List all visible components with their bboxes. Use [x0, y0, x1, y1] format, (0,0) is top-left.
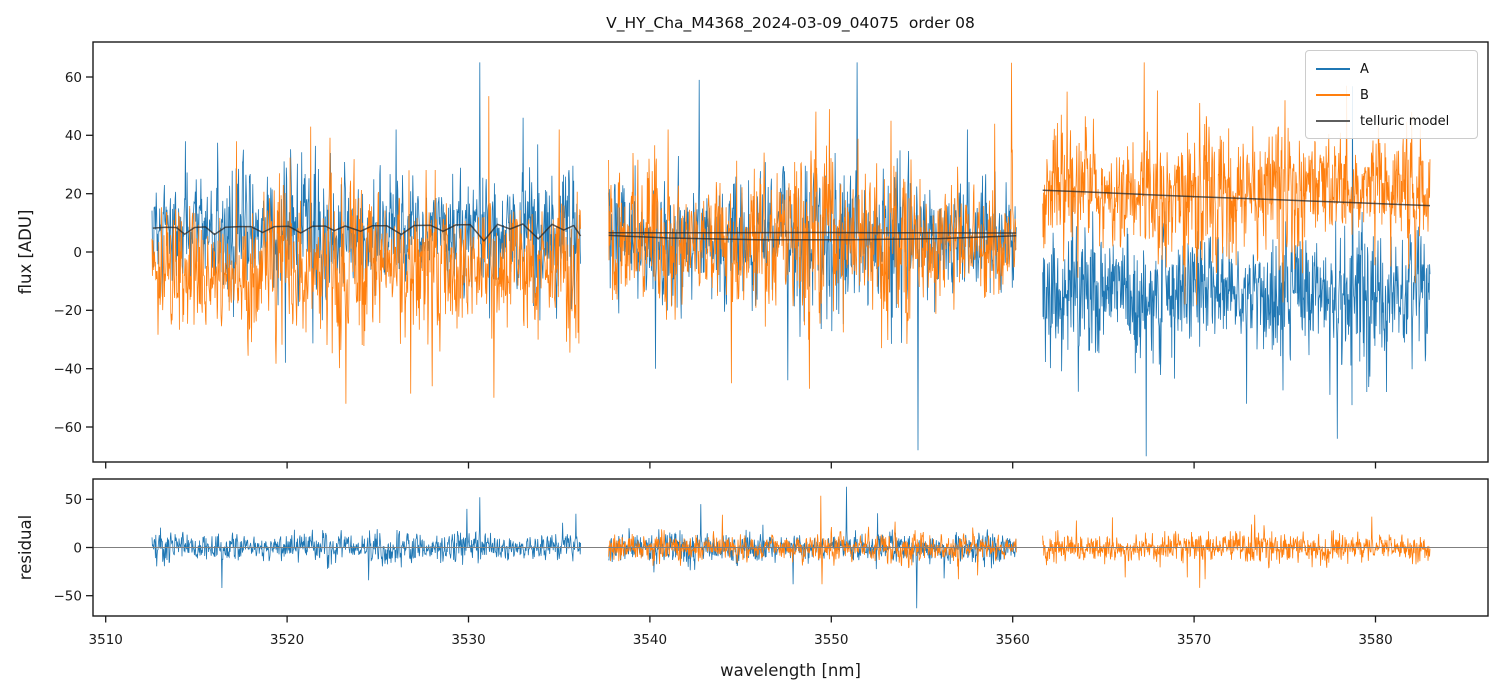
legend: A B telluric model — [1305, 50, 1478, 139]
residual-y-axis-label: residual — [16, 515, 35, 580]
flux-y-axis-label: flux [ADU] — [16, 210, 35, 295]
series-B-segment-3 — [1042, 62, 1431, 306]
y-tick-label: −20 — [54, 303, 83, 319]
legend-label-b: B — [1360, 87, 1369, 103]
legend-entry-b: B — [1316, 82, 1477, 108]
y-tick-label: 60 — [65, 70, 82, 86]
legend-line-a-icon — [1316, 68, 1350, 70]
legend-label-a: A — [1360, 61, 1369, 77]
y-tick-label: 40 — [65, 128, 82, 144]
series-B-segment-3 — [1042, 514, 1431, 588]
series-A-segment-2 — [608, 62, 1017, 451]
series-B-segment-2 — [608, 62, 1017, 389]
telluric-model-segment-3 — [1042, 189, 1431, 207]
y-tick-label: 50 — [65, 492, 82, 508]
x-tick-label: 3570 — [1177, 632, 1211, 648]
series-A-segment-3 — [1042, 86, 1431, 457]
flux-data-area — [151, 62, 1431, 457]
legend-line-telluric-icon — [1316, 120, 1350, 122]
x-tick-label: 3550 — [814, 632, 848, 648]
telluric-model-segment-1 — [152, 223, 582, 242]
legend-line-b-icon — [1316, 94, 1350, 96]
plot-title: V_HY_Cha_M4368_2024-03-09_04075 order 08 — [606, 14, 975, 32]
x-axis-label: wavelength [nm] — [720, 661, 861, 680]
x-tick-label: 3510 — [89, 632, 123, 648]
series-B-segment-1 — [151, 96, 581, 404]
x-tick-label: 3540 — [633, 632, 667, 648]
x-tick-label: 3530 — [451, 632, 485, 648]
x-tick-label: 3560 — [996, 632, 1030, 648]
series-A-segment-1 — [151, 62, 581, 363]
legend-entry-telluric: telluric model — [1316, 108, 1477, 134]
telluric-model-segment-2-b — [608, 234, 1017, 241]
y-tick-label: 20 — [65, 187, 82, 203]
legend-entry-a: A — [1316, 56, 1477, 82]
x-tick-label: 3580 — [1358, 632, 1392, 648]
legend-label-telluric: telluric model — [1360, 113, 1450, 129]
x-tick-label: 3520 — [270, 632, 304, 648]
y-tick-label: 0 — [73, 245, 82, 261]
y-tick-label: −60 — [54, 420, 83, 436]
telluric-model-segment-2 — [608, 231, 1017, 234]
y-tick-label: −40 — [54, 362, 83, 378]
series-A-segment-1 — [151, 497, 581, 589]
y-tick-label: −50 — [54, 589, 83, 605]
y-tick-label: 0 — [73, 540, 82, 556]
